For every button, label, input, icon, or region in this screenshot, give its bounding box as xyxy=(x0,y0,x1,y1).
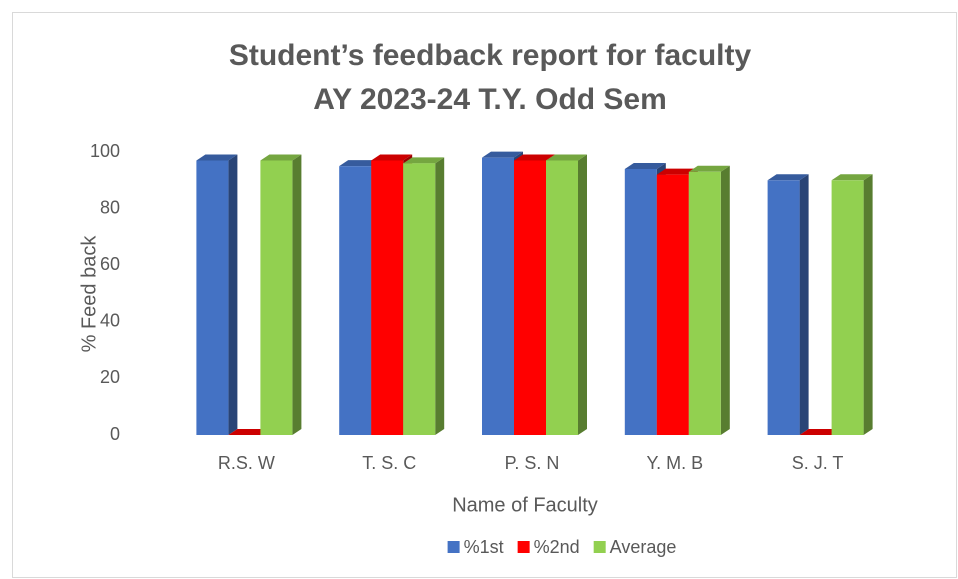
bar-top xyxy=(546,154,587,161)
bar-top xyxy=(371,154,413,161)
y-tick-label: 80 xyxy=(100,197,120,217)
bar-top xyxy=(799,429,841,435)
legend-label: %2nd xyxy=(534,537,580,557)
bar-front xyxy=(403,163,436,435)
legend: %1st %2nd Average xyxy=(447,537,677,557)
bar-front xyxy=(831,180,864,435)
bar xyxy=(260,154,302,436)
bar xyxy=(799,429,841,435)
y-tick-label: 100 xyxy=(90,141,120,161)
bar-top xyxy=(688,165,730,172)
bar-front xyxy=(260,160,293,436)
bar-top xyxy=(656,168,698,175)
legend-swatch xyxy=(447,541,460,553)
y-tick-label: 60 xyxy=(100,254,120,274)
x-tick-label: T. S. C xyxy=(362,453,416,473)
bar-front xyxy=(656,174,689,435)
y-tick-label: 40 xyxy=(100,311,120,331)
bar-front xyxy=(514,160,546,436)
x-tick-label: P. S. N xyxy=(505,453,560,473)
bar-front xyxy=(767,180,800,435)
bar-top xyxy=(482,151,523,158)
bar-top xyxy=(624,162,666,169)
bar-front xyxy=(624,168,657,436)
y-axis-title: % Feed back xyxy=(78,235,100,353)
y-tick-label: 20 xyxy=(100,367,120,387)
bar xyxy=(228,429,270,435)
y-tick-label: 0 xyxy=(110,424,120,444)
bar-top xyxy=(196,154,238,161)
bar-side xyxy=(578,154,587,436)
legend-swatch xyxy=(517,541,530,553)
bar xyxy=(196,154,238,436)
bar xyxy=(767,174,809,436)
legend-label: Average xyxy=(610,537,677,557)
chart-title: AY 2023-24 T.Y. Odd Sem xyxy=(313,83,667,116)
bar-front xyxy=(688,171,721,435)
legend-swatch xyxy=(593,541,606,553)
bar-side xyxy=(720,165,730,435)
chart-title: Student’s feedback report for faculty xyxy=(229,39,752,72)
bar-top xyxy=(403,157,445,164)
x-axis-title: Name of Faculty xyxy=(452,494,598,516)
bar-side xyxy=(799,174,809,436)
x-tick-label: S. J. T xyxy=(792,453,844,473)
bar-top xyxy=(260,154,302,161)
bar-side xyxy=(292,154,302,436)
bar-front xyxy=(339,166,372,435)
x-tick-label: R.S. W xyxy=(218,453,275,473)
bar-side xyxy=(435,157,445,435)
bar-top xyxy=(767,174,809,181)
bar-front xyxy=(196,160,229,436)
bar xyxy=(688,165,730,435)
legend-label: %1st xyxy=(464,537,504,557)
bar xyxy=(831,174,873,436)
bar-top xyxy=(228,429,270,435)
bar-top xyxy=(514,154,555,161)
bar xyxy=(403,157,445,435)
bar xyxy=(546,154,587,436)
bar-side xyxy=(863,174,873,436)
bar-top xyxy=(831,174,873,181)
bar-front xyxy=(371,160,404,436)
bar-top xyxy=(339,160,381,167)
bar-front xyxy=(546,160,578,436)
bar-side xyxy=(228,154,238,436)
bar-front xyxy=(482,157,514,435)
x-tick-label: Y. M. B xyxy=(646,453,703,473)
